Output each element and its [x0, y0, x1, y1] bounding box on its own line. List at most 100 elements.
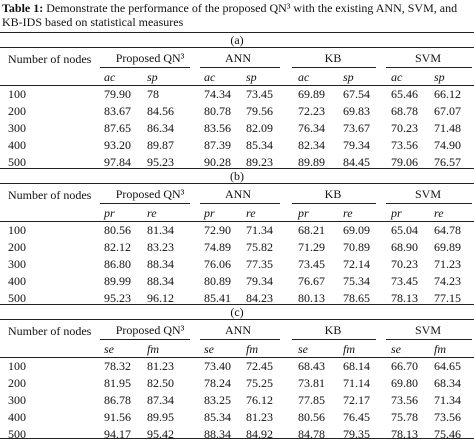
row-label: 100: [8, 359, 26, 373]
cell: 85.34: [246, 138, 273, 152]
cell: 82.09: [246, 121, 273, 135]
cell: 81.23: [147, 359, 174, 373]
cell: 85.34: [204, 410, 231, 424]
row-label: 400: [8, 138, 26, 152]
header-cell: Proposed QN³: [115, 51, 185, 65]
metric-label: fm: [246, 342, 258, 356]
row-label: 300: [8, 393, 26, 407]
metric-label: se: [298, 342, 308, 356]
cell: 79.35: [343, 427, 370, 440]
cell: 84.78: [298, 427, 325, 440]
rule: [0, 47, 474, 48]
cell: 68.90: [391, 240, 418, 254]
row-label: 200: [8, 104, 26, 118]
header-cell: ANN: [225, 51, 251, 65]
cell: 68.43: [298, 359, 325, 373]
header-cell: ANN: [225, 323, 251, 337]
cell: 70.23: [391, 121, 418, 135]
header-cell: Proposed QN³: [115, 187, 185, 201]
cell: 85.41: [204, 291, 231, 305]
cell: 71.48: [434, 121, 461, 135]
cell: 79.34: [246, 274, 273, 288]
cell: 71.29: [298, 240, 325, 254]
cell: 94.17: [104, 427, 131, 440]
cell: 80.13: [298, 291, 325, 305]
row-label: 500: [8, 155, 26, 169]
cell: 73.45: [391, 274, 418, 288]
cell: 75.82: [246, 240, 273, 254]
metric-label: ac: [391, 70, 403, 84]
cell: 97.84: [104, 155, 131, 169]
cell: 90.28: [204, 155, 231, 169]
header-cell: Number of nodes: [8, 324, 92, 338]
rule: [0, 85, 474, 86]
header-cell: SVM: [414, 51, 442, 65]
cell: 68.14: [343, 359, 370, 373]
group-rule: [386, 67, 472, 68]
cell: 72.45: [246, 359, 273, 373]
header-cell: Proposed QN³: [115, 323, 185, 337]
cell: 74.34: [204, 87, 231, 101]
cell: 71.34: [434, 393, 461, 407]
cell: 73.56: [391, 393, 418, 407]
cell: 81.34: [147, 223, 174, 237]
group-rule: [100, 339, 190, 340]
cell: 68.34: [434, 376, 461, 390]
cell: 76.12: [246, 393, 273, 407]
header-cell: KB: [324, 51, 342, 65]
cell: 69.83: [343, 104, 370, 118]
cell: 73.56: [434, 410, 461, 424]
metric-label: ac: [298, 70, 310, 84]
cell: 69.89: [298, 87, 325, 101]
cell: 87.34: [147, 393, 174, 407]
cell: 67.54: [343, 87, 370, 101]
cell: 83.67: [104, 104, 131, 118]
cell: 89.23: [246, 155, 273, 169]
cell: 83.23: [147, 240, 174, 254]
metric-label: fm: [343, 342, 355, 356]
metric-label: sp: [343, 70, 354, 84]
cell: 71.23: [434, 257, 461, 271]
caption-text: Demonstrate the performance of the propo…: [2, 1, 458, 29]
header-cell: Number of nodes: [8, 52, 92, 66]
metric-label: re: [147, 206, 157, 220]
cell: 69.89: [434, 240, 461, 254]
rule: [0, 357, 474, 358]
metric-label: sp: [434, 70, 445, 84]
metric-label: ac: [104, 70, 116, 84]
cell: 81.95: [104, 376, 131, 390]
cell: 75.25: [246, 376, 273, 390]
cell: 83.25: [204, 393, 231, 407]
metric-label: sp: [147, 70, 158, 84]
cell: 76.57: [434, 155, 461, 169]
metric-label: pr: [298, 206, 309, 220]
cell: 68.21: [298, 223, 325, 237]
cell: 66.70: [391, 359, 418, 373]
metric-label: pr: [391, 206, 402, 220]
cell: 78.13: [391, 291, 418, 305]
row-label: 200: [8, 240, 26, 254]
cell: 93.20: [104, 138, 131, 152]
metric-label: se: [391, 342, 401, 356]
cell: 79.90: [104, 87, 131, 101]
cell: 95.23: [104, 291, 131, 305]
cell: 72.17: [343, 393, 370, 407]
group-rule: [200, 67, 280, 68]
cell: 79.06: [391, 155, 418, 169]
cell: 80.56: [298, 410, 325, 424]
cell: 72.23: [298, 104, 325, 118]
cell: 73.67: [343, 121, 370, 135]
metric-label: re: [246, 206, 256, 220]
metric-label: pr: [104, 206, 115, 220]
row-label: 400: [8, 410, 26, 424]
cell: 72.14: [343, 257, 370, 271]
cell: 66.12: [434, 87, 461, 101]
cell: 76.34: [298, 121, 325, 135]
cell: 65.04: [391, 223, 418, 237]
rule: [0, 183, 474, 184]
row-label: 500: [8, 291, 26, 305]
table-caption: Table 1: Demonstrate the performance of …: [2, 1, 470, 29]
row-label: 100: [8, 223, 26, 237]
caption-label: Table 1:: [2, 1, 44, 15]
